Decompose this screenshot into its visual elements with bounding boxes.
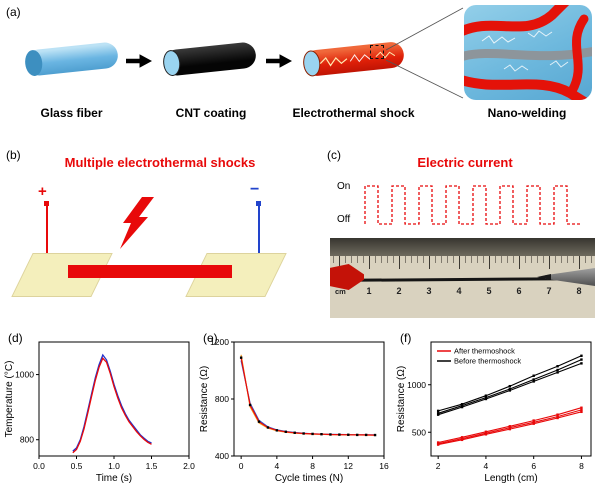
svg-text:1200: 1200: [210, 337, 229, 347]
svg-text:1.5: 1.5: [146, 461, 158, 471]
fiber-photo: cm 1 2 3 4 5 6 7 8: [330, 238, 595, 318]
svg-text:Length (cm): Length (cm): [484, 473, 537, 484]
svg-text:800: 800: [20, 435, 34, 445]
panel-c: (c) Electric current On Off cm 1 2 3 4 5…: [325, 145, 600, 330]
ruler-number: 5: [486, 286, 492, 296]
plus-electrode-wire: [46, 203, 48, 255]
ruler-number: 4: [456, 286, 462, 296]
minus-electrode-wire: [258, 203, 260, 255]
minus-electrode-symbol: −: [250, 181, 260, 198]
panel-b-title: Multiple electrothermal shocks: [64, 155, 256, 170]
square-wave-graphic: [364, 185, 581, 225]
svg-text:4: 4: [274, 461, 279, 471]
nano-welding-illustration: [464, 5, 592, 100]
panel-label-f: (f): [400, 331, 412, 345]
panel-label-b: (b): [6, 148, 21, 162]
ruler: [330, 256, 595, 318]
svg-text:1000: 1000: [15, 370, 34, 380]
svg-text:2: 2: [436, 461, 441, 471]
panel-label-e: (e): [203, 331, 218, 345]
svg-text:1.0: 1.0: [108, 461, 120, 471]
svg-text:8: 8: [579, 461, 584, 471]
ruler-number: 3: [426, 286, 432, 296]
on-label: On: [337, 181, 351, 192]
svg-text:Before thermoshock: Before thermoshock: [454, 357, 521, 366]
caption-nano-welding: Nano-welding: [487, 106, 567, 120]
panel-label-a: (a): [6, 5, 21, 19]
ruler-number: 7: [546, 286, 552, 296]
photo-background: [330, 238, 595, 256]
electric-spark-icon: [319, 51, 396, 67]
ruler-unit: cm: [335, 287, 346, 296]
svg-text:400: 400: [215, 451, 229, 461]
arrow-right-icon: [126, 54, 152, 68]
chart-resistance-vs-length: 2 4 6 8 500 1000 Length (cm) Resistance (Ω) Afte…: [396, 341, 592, 484]
svg-text:500: 500: [412, 427, 426, 437]
svg-text:8: 8: [310, 461, 315, 471]
electrothermal-shock-fiber-illustration: [301, 40, 406, 78]
zoom-connector-lines: [386, 7, 464, 99]
svg-text:0.0: 0.0: [33, 461, 45, 471]
glass-fiber-end-cap-icon: [23, 49, 44, 77]
panel-c-title: Electric current: [417, 155, 513, 170]
svg-text:16: 16: [379, 461, 389, 471]
svg-text:0: 0: [239, 461, 244, 471]
svg-text:12: 12: [344, 461, 354, 471]
svg-text:6: 6: [531, 461, 536, 471]
lightning-bolt-icon: [120, 197, 154, 249]
ruler-number: 1: [366, 286, 372, 296]
svg-text:1000: 1000: [407, 380, 426, 390]
tweezers-tip-icon: [537, 274, 551, 280]
caption-cnt-coating: CNT coating: [175, 106, 247, 120]
zoom-region-box: [370, 45, 384, 59]
svg-text:Temperature (°C): Temperature (°C): [4, 361, 15, 438]
ruler-number: 8: [576, 286, 582, 296]
cnt-fiber-end-cap-icon: [161, 49, 182, 77]
panel-label-c: (c): [327, 148, 341, 162]
off-label: Off: [337, 214, 351, 225]
panel-a: (a): [0, 0, 600, 142]
svg-text:Resistance (Ω): Resistance (Ω): [396, 366, 407, 432]
nano-welding-graphic: [464, 5, 592, 100]
svg-text:4: 4: [484, 461, 489, 471]
arrow-right-icon: [266, 54, 292, 68]
svg-text:Time (s): Time (s): [96, 473, 132, 484]
cnt-coated-fiber-illustration: [161, 41, 258, 77]
caption-glass-fiber: Glass fiber: [40, 106, 103, 120]
chart-temperature-vs-time: 0.0 0.5 1.0 1.5 2.0 800 1000 Time (s) Temperatur…: [4, 341, 195, 484]
fiber-sample-bar: [68, 265, 232, 278]
svg-text:800: 800: [215, 394, 229, 404]
glass-fiber-illustration: [23, 41, 120, 77]
current-waveform: On Off: [337, 178, 591, 234]
svg-text:0.5: 0.5: [71, 461, 83, 471]
svg-text:After thermoshock: After thermoshock: [454, 347, 515, 356]
chart-resistance-vs-cycles: 0 4 8 12 16 400 800 1200 Cycle times (N) Resistan…: [199, 337, 389, 484]
svg-text:Cycle times (N): Cycle times (N): [275, 473, 343, 484]
panel-label-d: (d): [8, 331, 23, 345]
ruler-number: 2: [396, 286, 402, 296]
plus-electrode-symbol: +: [38, 183, 47, 200]
svg-text:2.0: 2.0: [183, 461, 195, 471]
caption-electrothermal-shock: Electrothermal shock: [292, 106, 415, 120]
ruler-number: 6: [516, 286, 522, 296]
panel-b: (b) Multiple electrothermal shocks + −: [0, 145, 320, 330]
svg-text:Resistance (Ω): Resistance (Ω): [199, 366, 210, 432]
